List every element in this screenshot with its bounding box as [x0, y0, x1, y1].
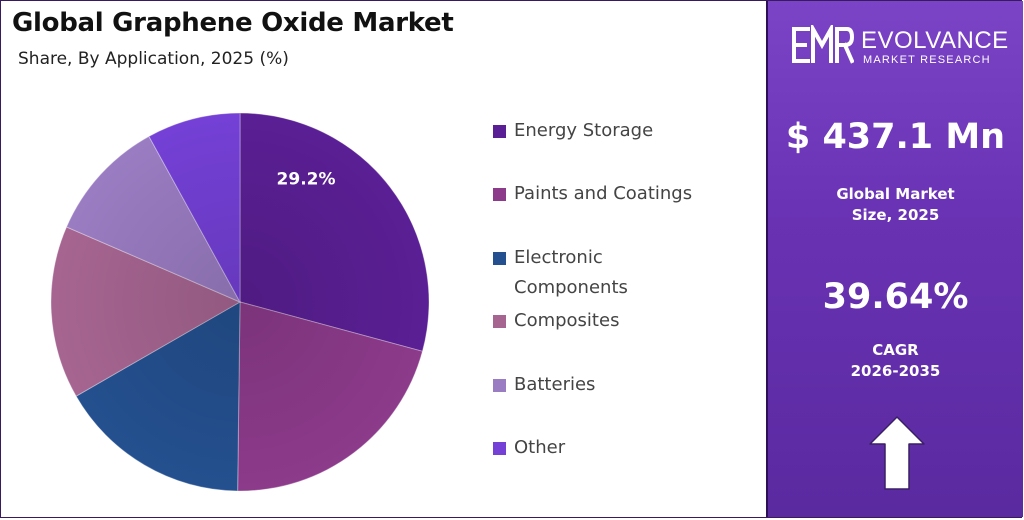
legend-swatch	[493, 125, 506, 138]
market-size-value: $ 437.1 Mn	[785, 117, 1006, 157]
cagr-value: 39.64%	[822, 277, 969, 317]
up-arrow-icon	[869, 416, 925, 490]
legend-label: Energy Storage	[514, 120, 654, 141]
market-size-label-1: Global Market	[836, 185, 955, 203]
legend-swatch	[493, 188, 506, 201]
pie-data-label: 29.2%	[277, 169, 336, 189]
chart-title: Global Graphene Oxide Market	[12, 8, 454, 38]
legend-label: Electronic Components	[514, 247, 628, 298]
pie-shading	[51, 113, 429, 491]
market-size-label-2: Size, 2025	[851, 206, 940, 224]
brand-tagline: MARKET RESEARCH	[863, 54, 991, 66]
cagr-label-1: CAGR	[872, 341, 919, 359]
emr-logo-icon	[792, 21, 855, 64]
legend-swatch	[493, 252, 506, 265]
legend-label: Composites	[514, 310, 620, 331]
pie-chart: 29.2%	[50, 112, 430, 492]
brand-logo: EVOLVANCE MARKET RESEARCH	[792, 21, 1009, 71]
summary-panel: EVOLVANCE MARKET RESEARCH $ 437.1 Mn Glo…	[766, 1, 1023, 517]
legend-label: Paints and Coatings	[514, 183, 693, 204]
cagr-label-2: 2026-2035	[850, 362, 941, 380]
brand-name: EVOLVANCE	[861, 27, 1009, 54]
legend-swatch	[493, 379, 506, 392]
legend-swatch	[493, 442, 506, 455]
legend-label: Other	[514, 437, 566, 458]
legend-label: Batteries	[514, 374, 596, 395]
chart-subtitle: Share, By Application, 2025 (%)	[18, 49, 289, 69]
legend-swatch	[493, 315, 506, 328]
